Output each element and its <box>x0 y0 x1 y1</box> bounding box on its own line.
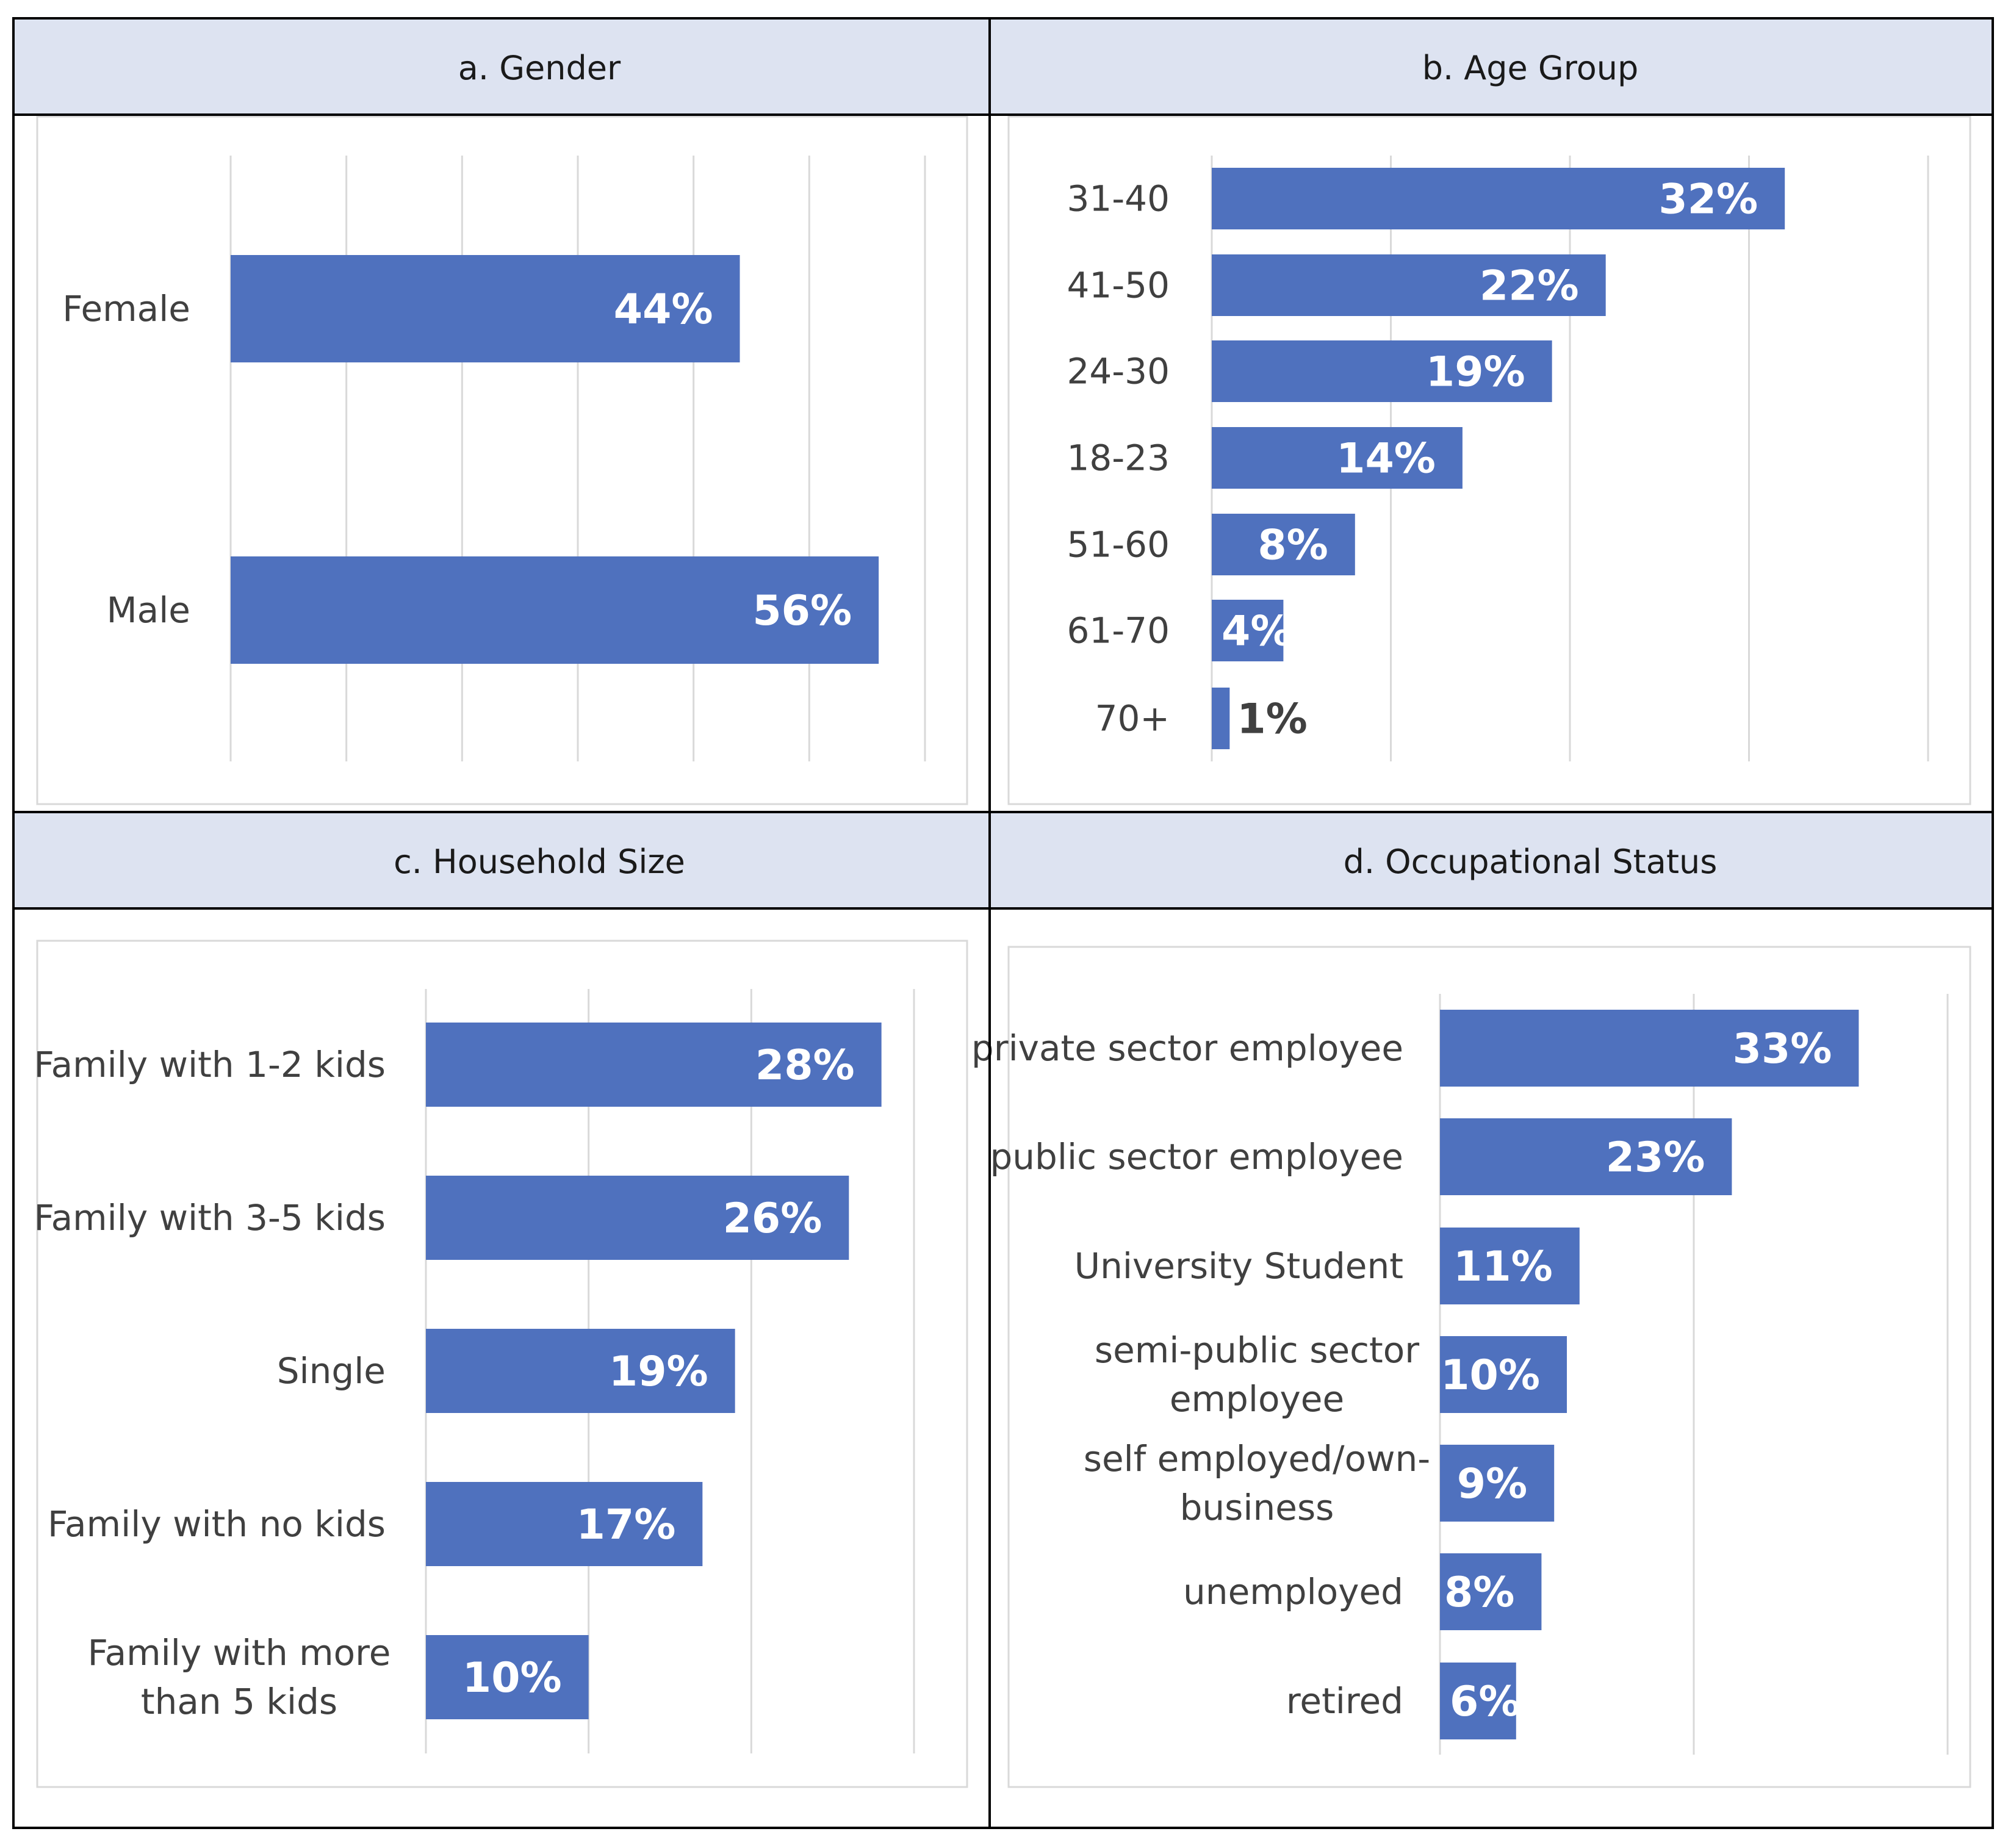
panel-title: b. Age Group <box>1422 49 1639 87</box>
panel-title: d. Occupational Status <box>1344 843 1718 881</box>
category-label: 24-30 <box>1067 351 1170 392</box>
panel-header-bg <box>13 18 990 115</box>
data-label: 26% <box>723 1195 822 1243</box>
category-label: Family with no kids <box>48 1503 386 1545</box>
chart-gender: 44% Female 56% Male <box>62 156 926 761</box>
data-label: 19% <box>609 1348 708 1396</box>
bar <box>1212 168 1785 229</box>
data-label: 6% <box>1450 1678 1520 1726</box>
category-label: retired <box>1286 1680 1403 1722</box>
category-label: private sector employee <box>971 1027 1403 1069</box>
panel-gender: a. Gender 44% Female 56% Male <box>13 18 990 805</box>
bar <box>1440 1445 1555 1522</box>
category-label: 18-23 <box>1067 437 1170 479</box>
plot-area-border <box>1007 946 1971 1788</box>
category-label: 70+ <box>1095 698 1170 739</box>
category-label: 31-40 <box>1067 178 1170 220</box>
panel-household-size: c. Household Size 28% Family with 1-2 kid… <box>13 812 990 1788</box>
data-label: 19% <box>1426 348 1525 397</box>
category-label: self employed/own-business <box>1084 1438 1430 1528</box>
bar <box>1212 340 1552 402</box>
bar <box>231 556 879 664</box>
data-label: 8% <box>1444 1569 1514 1617</box>
data-label: 11% <box>1453 1243 1553 1291</box>
panel-title: a. Gender <box>458 49 621 87</box>
panel-header-bg <box>990 18 1993 115</box>
bar <box>1440 1663 1516 1739</box>
bar <box>1440 1553 1542 1630</box>
bar <box>426 1635 589 1719</box>
category-label: semi-public sector employee <box>1095 1329 1419 1420</box>
category-label: 41-50 <box>1067 265 1170 306</box>
category-label: Family with 3-5 kids <box>34 1197 386 1239</box>
category-label: public sector employee <box>990 1136 1403 1177</box>
data-label: 28% <box>755 1041 855 1090</box>
category-label: Single <box>277 1350 386 1392</box>
bar <box>231 255 740 362</box>
outer-border <box>12 17 1994 1829</box>
category-label: Family with 1-2 kids <box>34 1044 386 1085</box>
category-label: unemployed <box>1183 1571 1403 1613</box>
bar <box>1440 1336 1567 1413</box>
table-borders <box>12 17 1994 1829</box>
bar <box>1212 514 1355 575</box>
category-label: Male <box>107 589 190 631</box>
category-label: 51-60 <box>1067 524 1170 566</box>
bar <box>426 1329 735 1413</box>
data-label: 10% <box>1441 1351 1540 1400</box>
category-label: Family with more than 5 kids <box>88 1632 391 1722</box>
bar <box>1440 1228 1580 1304</box>
data-label: 9% <box>1457 1460 1527 1508</box>
plot-area-border <box>36 940 968 1788</box>
panel-header-bg <box>13 812 990 908</box>
bar <box>1212 600 1284 661</box>
bar <box>426 1176 849 1260</box>
data-label: 32% <box>1658 176 1758 224</box>
bar <box>1440 1010 1859 1087</box>
data-label: 22% <box>1480 262 1579 311</box>
category-label: Female <box>62 288 190 329</box>
category-label: University Student <box>1074 1245 1403 1287</box>
category-label: 61-70 <box>1067 610 1170 652</box>
bar <box>1212 427 1463 489</box>
bar <box>1212 688 1230 749</box>
panel-header-bg <box>990 812 1993 908</box>
bar <box>426 1482 703 1566</box>
bar <box>426 1023 882 1107</box>
data-label: 33% <box>1733 1025 1832 1073</box>
data-label: 56% <box>752 587 852 635</box>
data-label: 44% <box>614 286 713 334</box>
data-label: 10% <box>462 1654 562 1702</box>
data-label: 23% <box>1606 1134 1705 1182</box>
plot-area-border <box>36 115 968 805</box>
plot-area-border <box>1007 115 1971 805</box>
panel-title: c. Household Size <box>394 843 685 881</box>
chart-age-group: 32% 31-40 22% 41-50 19% 24-30 14% 18-23 8% 51-60 4… <box>1067 156 1929 761</box>
data-label: 8% <box>1258 522 1328 570</box>
data-label: 4% <box>1222 608 1292 656</box>
chart-occupational-status: 33% private sector employee 23% public sect… <box>971 994 1949 1755</box>
panel-occupational-status: d. Occupational Status 33% private sector… <box>971 812 1993 1788</box>
data-label: 14% <box>1336 435 1436 483</box>
data-label: 17% <box>577 1501 676 1549</box>
data-label: 1% <box>1237 696 1307 744</box>
bar <box>1212 254 1606 316</box>
bar <box>1440 1118 1732 1195</box>
chart-household-size: 28% Family with 1-2 kids 26% Family with 3-… <box>34 989 915 1753</box>
panel-age-group: b. Age Group 32% 31-40 22% 41-50 19% 24-30 14%… <box>990 18 1993 805</box>
